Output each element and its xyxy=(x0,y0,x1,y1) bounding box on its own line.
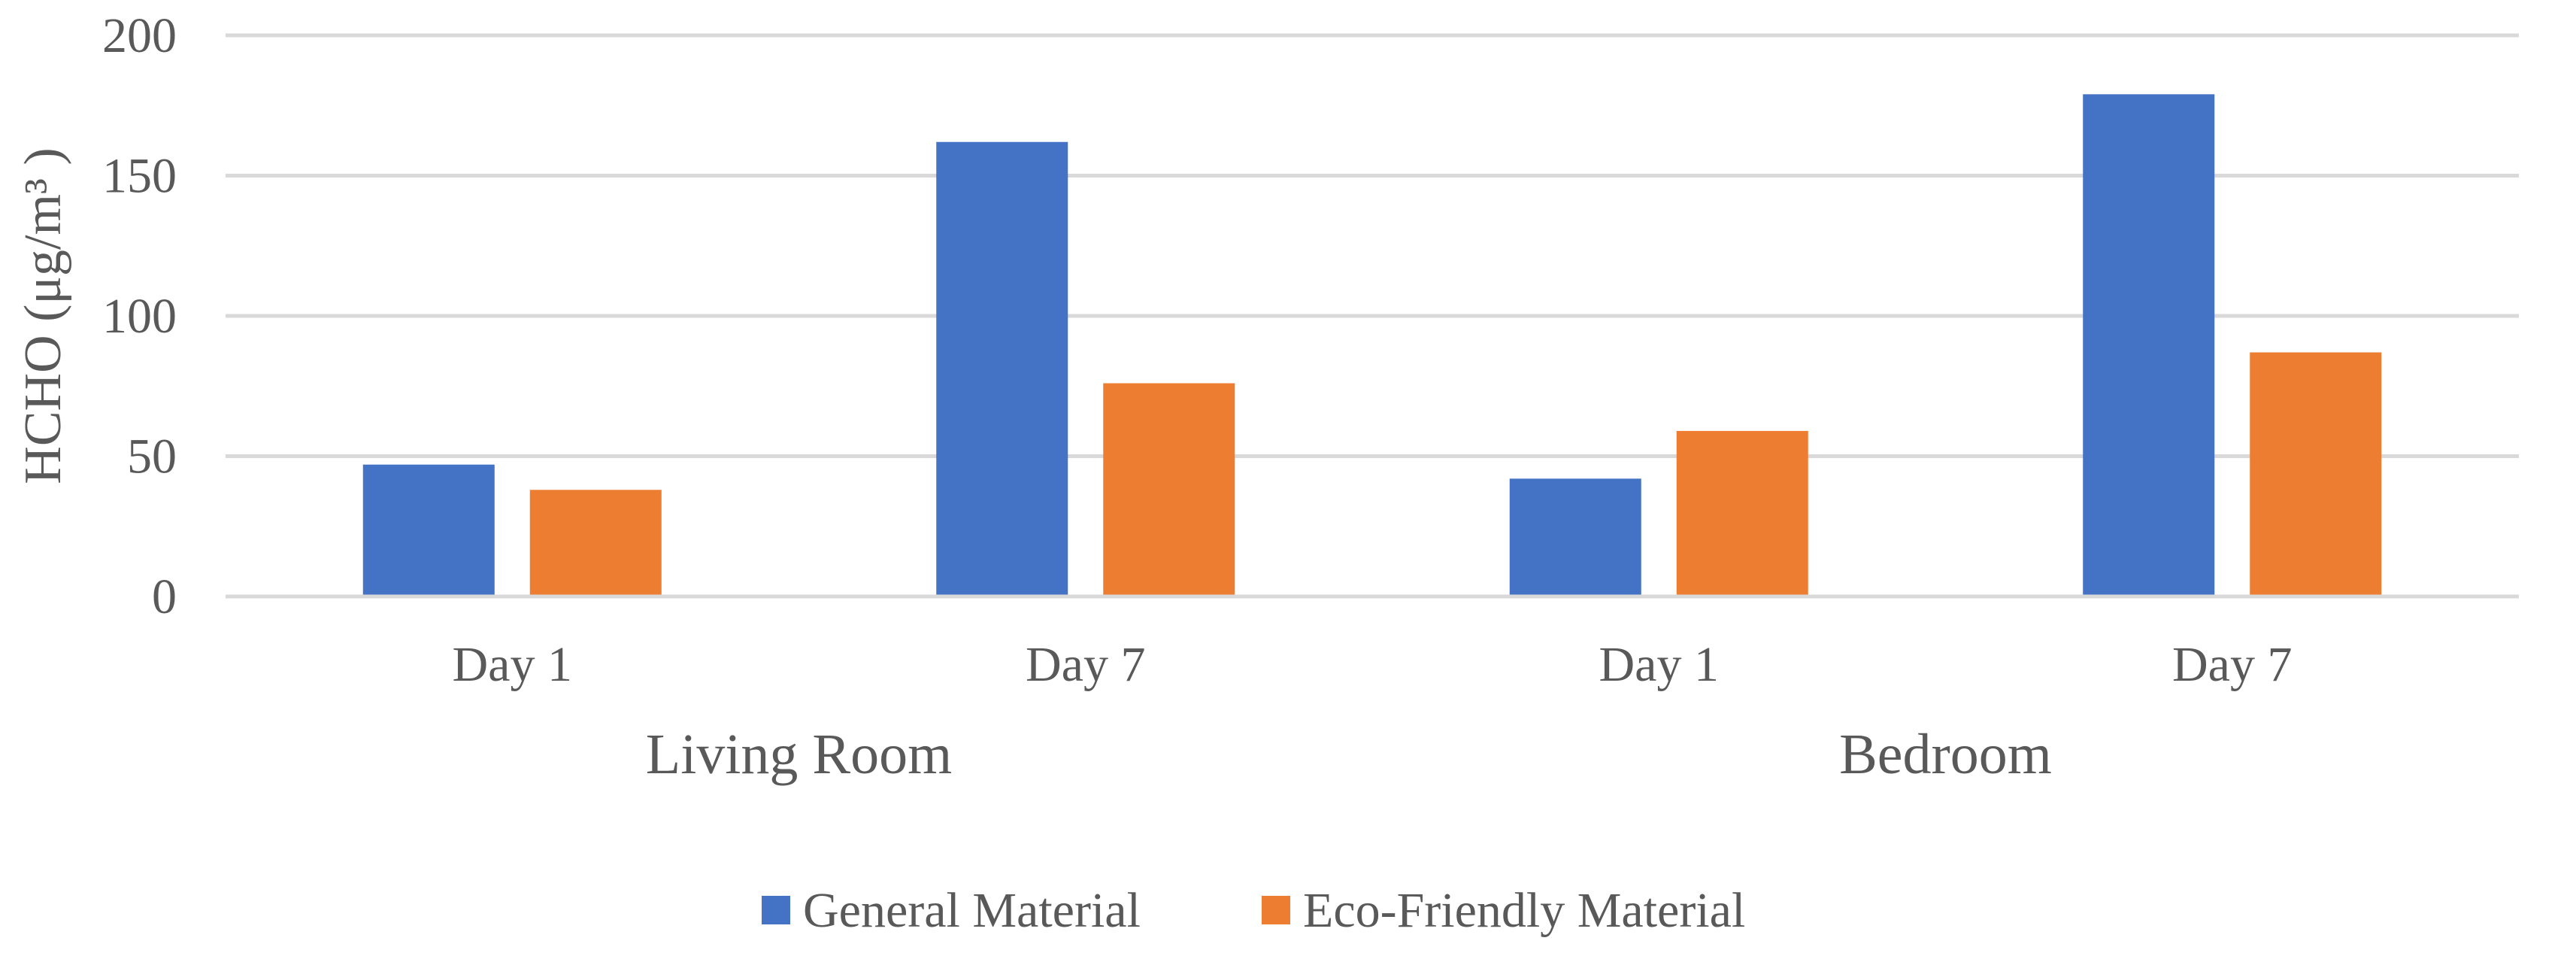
x-axis-groups: Living Room Bedroom xyxy=(646,723,2052,786)
y-tick-label: 200 xyxy=(102,8,177,63)
y-axis-ticks: 0 50 100 150 200 xyxy=(102,8,177,624)
x-group-label: Living Room xyxy=(646,723,952,786)
bar-eco-friendly-material-2 xyxy=(1676,430,1808,596)
legend-label: Eco-Friendly Material xyxy=(1303,883,1745,938)
x-group-label: Bedroom xyxy=(1839,723,2052,786)
bar-general-material-1 xyxy=(936,141,1068,597)
y-tick-label: 50 xyxy=(127,429,177,484)
bar-eco-friendly-material-1 xyxy=(1103,383,1235,596)
y-tick-label: 150 xyxy=(102,149,177,204)
y-axis-label: HCHO (μg/m³ ) xyxy=(14,147,72,484)
bars xyxy=(226,94,2519,599)
bar-eco-friendly-material-0 xyxy=(529,490,662,596)
legend: General Material Eco-Friendly Material xyxy=(762,883,1745,938)
legend-swatch xyxy=(1262,896,1290,924)
bar-eco-friendly-material-3 xyxy=(2250,352,2382,596)
bar-general-material-2 xyxy=(1509,478,1641,596)
bar-general-material-3 xyxy=(2083,94,2215,596)
x-axis-ticks: Day 1 Day 7 Day 1 Day 7 xyxy=(453,637,2293,692)
x-tick-label: Day 7 xyxy=(2172,637,2292,692)
y-tick-label: 100 xyxy=(102,289,177,344)
legend-label: General Material xyxy=(803,883,1141,938)
legend-swatch xyxy=(762,896,790,924)
x-tick-label: Day 1 xyxy=(453,637,572,692)
x-tick-label: Day 7 xyxy=(1026,637,1145,692)
x-tick-label: Day 1 xyxy=(1599,637,1719,692)
y-tick-label: 0 xyxy=(152,569,177,624)
bar-general-material-0 xyxy=(362,464,495,596)
